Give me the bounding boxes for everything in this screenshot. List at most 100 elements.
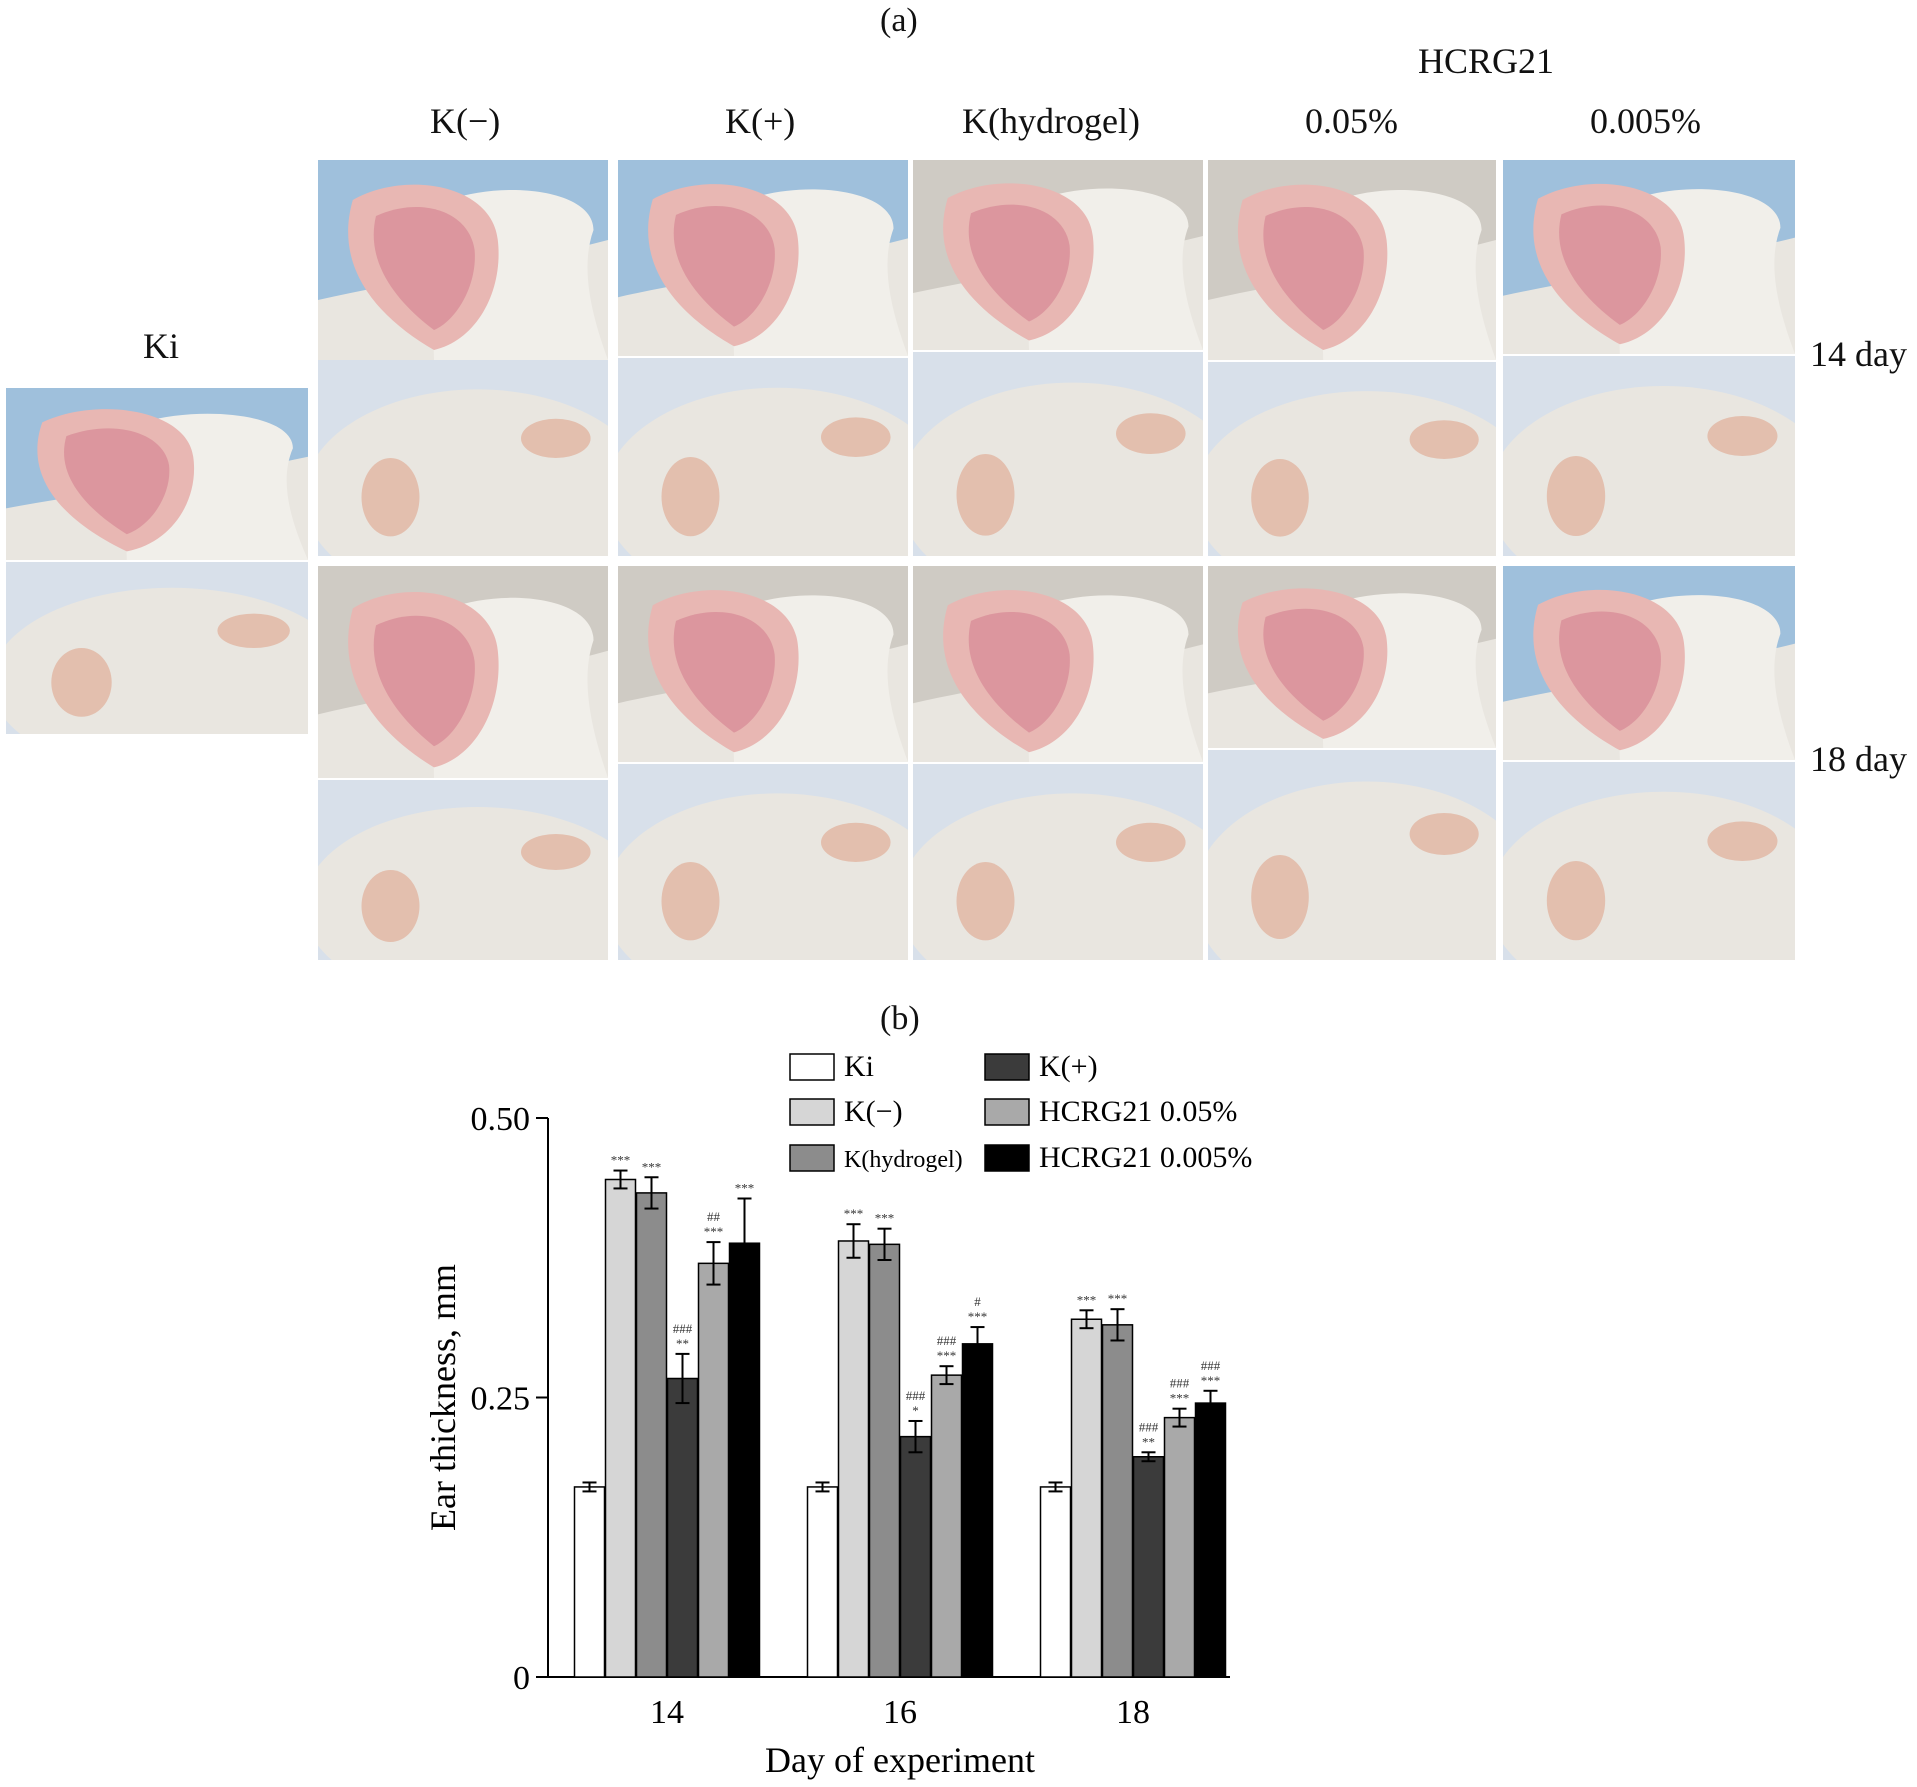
photo-khydrogel-14-head xyxy=(913,352,1203,556)
hcrg21-group-header: HCRG21 xyxy=(1418,41,1555,81)
photo-kplus-18-ear xyxy=(618,566,908,762)
bar xyxy=(1163,1416,1196,1678)
y-tick-label: 0.25 xyxy=(471,1381,531,1418)
bar xyxy=(728,1242,761,1678)
y-tick-label: 0.50 xyxy=(471,1101,531,1138)
photo-hcrg0005-14-head xyxy=(1503,356,1795,556)
significance-label: ### xyxy=(1170,1376,1190,1391)
x-axis-label: Day of experiment xyxy=(765,1740,1035,1780)
photo-hcrg005-18-ear xyxy=(1208,566,1496,748)
mouse-photo-icon xyxy=(1503,566,1795,760)
x-tick-label: 14 xyxy=(650,1694,684,1731)
mouse-photo-icon xyxy=(318,360,608,556)
significance-label: ### xyxy=(673,1321,693,1336)
mouse-photo-icon xyxy=(318,160,608,360)
mouse-photo-icon xyxy=(618,358,908,556)
significance-label: *** xyxy=(937,1348,957,1363)
photo-hcrg0005-18-head xyxy=(1503,762,1795,960)
significance-label: * xyxy=(912,1403,919,1418)
photo-kminus-14-head xyxy=(318,360,608,556)
photo-khydrogel-18-ear xyxy=(913,566,1203,762)
legend-label: K(+) xyxy=(1039,1050,1098,1083)
bar xyxy=(604,1178,637,1678)
column-label-hcrg21-005: 0.05% xyxy=(1305,101,1398,141)
mouse-photo-icon xyxy=(618,764,908,960)
photo-hcrg0005-18-ear xyxy=(1503,566,1795,760)
photo-kplus-18-head xyxy=(618,764,908,960)
mouse-photo-icon xyxy=(1503,160,1795,354)
significance-label: *** xyxy=(1077,1292,1097,1307)
significance-label: *** xyxy=(735,1180,755,1195)
significance-label: ** xyxy=(676,1336,689,1351)
x-tick-label: 16 xyxy=(883,1694,917,1731)
significance-label: ### xyxy=(937,1333,957,1348)
significance-label: *** xyxy=(1108,1291,1128,1306)
mouse-photo-icon xyxy=(6,562,308,734)
row-label-18-day: 18 day xyxy=(1810,739,1907,779)
photo-hcrg005-14-head xyxy=(1208,362,1496,556)
significance-label: # xyxy=(974,1294,981,1309)
photo-ki-head xyxy=(6,562,308,734)
bar xyxy=(697,1262,730,1678)
photo-khydrogel-18-head xyxy=(913,764,1203,960)
y-tick-label: 0 xyxy=(513,1660,530,1697)
bar xyxy=(1101,1324,1134,1678)
significance-label: ## xyxy=(707,1209,721,1224)
legend-label: HCRG21 0.05% xyxy=(1039,1095,1237,1128)
mouse-photo-icon xyxy=(318,780,608,960)
mouse-photo-icon xyxy=(1208,362,1496,556)
mouse-photo-icon xyxy=(1208,750,1496,960)
bar xyxy=(961,1343,994,1678)
bar xyxy=(666,1377,699,1678)
bar xyxy=(635,1192,668,1678)
column-label-ki: Ki xyxy=(143,326,179,366)
column-label-k-hydrogel: K(hydrogel) xyxy=(962,101,1140,141)
mouse-photo-icon xyxy=(913,566,1203,762)
y-axis-label: Ear thickness, mm xyxy=(423,1264,463,1531)
mouse-photo-icon xyxy=(1503,762,1795,960)
bar xyxy=(1070,1318,1103,1678)
photo-khydrogel-14-ear xyxy=(913,160,1203,350)
photo-ki-ear xyxy=(6,388,308,560)
legend-swatch xyxy=(789,1098,835,1126)
mouse-photo-icon xyxy=(618,160,908,356)
photo-kminus-18-head xyxy=(318,780,608,960)
photo-hcrg0005-14-ear xyxy=(1503,160,1795,354)
mouse-photo-icon xyxy=(1208,160,1496,360)
row-label-14-day: 14 day xyxy=(1810,334,1907,374)
bar xyxy=(806,1486,839,1678)
bar xyxy=(868,1243,901,1678)
mouse-photo-icon xyxy=(618,566,908,762)
legend-swatch xyxy=(984,1053,1030,1081)
bar xyxy=(1039,1486,1072,1678)
ear-thickness-chart: 0 0.25 0.50 Ear thickness, mm Day of experim… xyxy=(423,1050,1252,1780)
photo-kplus-14-head xyxy=(618,358,908,556)
photo-kminus-18-ear xyxy=(318,566,608,778)
column-label-hcrg21-0005: 0.005% xyxy=(1590,101,1701,141)
panel-b-label: (b) xyxy=(880,1000,920,1037)
bar xyxy=(899,1435,932,1678)
significance-label: *** xyxy=(968,1309,988,1324)
bar xyxy=(837,1240,870,1678)
significance-label: *** xyxy=(704,1224,724,1239)
bar xyxy=(1194,1402,1227,1678)
significance-label: *** xyxy=(844,1206,864,1221)
significance-label: ** xyxy=(1142,1434,1155,1449)
legend-label: HCRG21 0.005% xyxy=(1039,1141,1252,1174)
photo-kplus-14-ear xyxy=(618,160,908,356)
significance-label: *** xyxy=(642,1159,662,1174)
legend-swatch xyxy=(984,1098,1030,1126)
mouse-photo-icon xyxy=(6,388,308,560)
bar xyxy=(1132,1456,1165,1678)
panel-a-label: (a) xyxy=(880,2,918,39)
legend-label: Ki xyxy=(844,1050,874,1083)
photo-hcrg005-18-head xyxy=(1208,750,1496,960)
photo-hcrg005-14-ear xyxy=(1208,160,1496,360)
significance-label: *** xyxy=(1170,1391,1190,1406)
legend-label: K(−) xyxy=(844,1095,903,1128)
legend-swatch xyxy=(984,1144,1030,1172)
bar xyxy=(930,1374,963,1678)
legend-swatch xyxy=(789,1144,835,1172)
photo-kminus-14-ear xyxy=(318,160,608,360)
column-label-k-minus: K(−) xyxy=(430,101,501,141)
